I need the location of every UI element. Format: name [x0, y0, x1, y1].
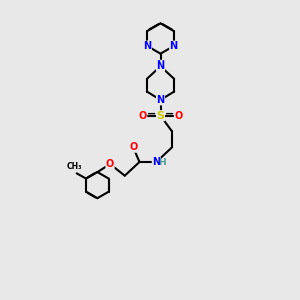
Text: O: O: [129, 142, 137, 152]
Text: O: O: [139, 111, 147, 121]
Text: O: O: [106, 159, 114, 169]
Text: H: H: [158, 158, 166, 167]
Text: N: N: [143, 41, 152, 51]
Text: CH₃: CH₃: [66, 162, 82, 171]
Text: N: N: [157, 60, 165, 70]
Text: =: =: [165, 109, 175, 119]
Text: N: N: [157, 61, 165, 71]
Text: N: N: [169, 41, 178, 51]
Text: =: =: [146, 109, 156, 119]
Text: N: N: [157, 95, 165, 105]
Text: O: O: [174, 111, 182, 121]
Text: S: S: [157, 111, 164, 121]
Text: N: N: [152, 157, 160, 167]
